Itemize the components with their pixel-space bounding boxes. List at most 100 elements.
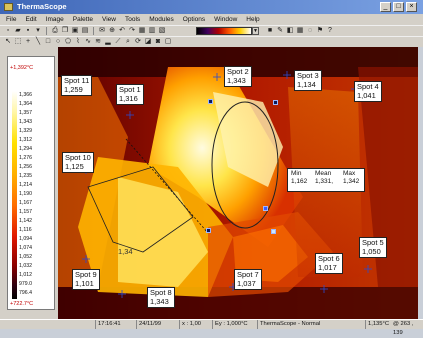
scale-tick: 1,012 [19,272,32,278]
sync-icon[interactable]: ⟳ [135,38,141,45]
status-date: 24/11/99 [136,320,178,329]
scale-tick: 1,364 [19,101,32,107]
menu-tools[interactable]: Tools [125,16,141,23]
menu-modules[interactable]: Modules [149,16,174,23]
scale-tick: 1,214 [19,182,32,188]
zoom-tool-icon[interactable]: ⌕ [126,38,130,45]
scale-tick: 1,142 [19,218,32,224]
chart-icon[interactable]: ▥ [148,27,156,34]
palette-ring-icon[interactable]: ◌ [307,26,313,34]
scale-tick: 1,294 [19,146,32,152]
selection-handle[interactable] [263,206,268,211]
status-time: 17:16:41 [95,320,135,329]
line-value-label: 1,34 [118,247,133,256]
menu-palette[interactable]: Palette [72,16,94,23]
dropdown-arrow-icon[interactable]: ▾ [36,27,40,34]
spot-label-4[interactable]: Spot 4 1,041 [354,81,382,102]
scale-tick: 1,256 [19,164,32,170]
panel-icon[interactable]: ▧ [158,27,166,34]
status-zoom: x : 1,00 [179,320,211,329]
menu-window[interactable]: Window [214,16,238,23]
copy-icon[interactable]: ❐ [61,27,69,34]
overlay-icon[interactable]: ◪ [144,38,152,45]
grid-icon[interactable]: ▦ [138,27,146,34]
spot-label-5[interactable]: Spot 5 1,050 [359,237,387,258]
menu-file[interactable]: File [6,16,17,23]
spot-label-11[interactable]: Spot 11 1,259 [61,75,93,96]
status-cursor-temp: 1,135°C [365,320,393,329]
image-icon[interactable]: ▤ [81,27,89,34]
scale-tick: 1,329 [19,128,32,134]
status-cursor-position: @ 263 , 139 [393,321,414,336]
undo-icon[interactable]: ↶ [119,27,125,34]
menu-options[interactable]: Options [182,16,206,23]
selection-handle[interactable] [206,228,211,233]
clipboard-icon[interactable]: ▢ [164,38,172,45]
menu-help[interactable]: Help [246,16,260,23]
snapshot-icon[interactable]: ◙ [155,38,161,45]
region-stats-box[interactable]: Min 1,162 Mean 1,331, Max 1,342 [287,168,365,192]
measurement-line[interactable] [125,138,209,234]
pointer-icon[interactable]: ↖ [5,38,11,45]
palette-dropdown-icon[interactable]: ▼ [252,27,259,35]
scale-tick: 1,357 [19,110,32,116]
spot-label-2[interactable]: Spot 2 1,343 [224,66,252,87]
menu-image[interactable]: Image [45,16,64,23]
palette-selector[interactable] [196,27,252,35]
spot-tool-icon[interactable]: + [25,38,31,45]
ellipse-tool-icon[interactable]: ○ [55,38,61,45]
open-folder-icon[interactable]: ▰ [15,27,21,34]
status-bar: 17:16:41 24/11/99 x : 1,00 Ey : 1,000°C … [0,319,423,336]
temperature-scale: +1,392°C 1,366 1,364 1,357 1,343 1,329 1… [7,56,55,310]
polygon-tool-icon[interactable]: ⬠ [64,38,72,45]
thermal-image-view[interactable]: 1,34 Spot 11 1,259 Spot 1 1,316 Spot 2 1,34… [58,47,418,319]
spot-label-9[interactable]: Spot 9 1,101 [72,269,100,290]
window-title: ThermaScope [17,2,67,11]
mail-icon[interactable]: ✉ [99,27,105,34]
spot-label-1[interactable]: Spot 1 1,316 [116,84,144,105]
menu-view[interactable]: View [102,16,116,23]
selection-handle[interactable] [208,99,213,104]
drawing-toolbar: ↖ ⬚ + ╲ □ ○ ⬠ ⌇ ∿ ≋ ▂ ⟋ ⌕ ⟳ ◪ ◙ ▢ [0,36,423,47]
grid-toggle-icon[interactable]: ▦ [296,26,304,34]
histogram-icon[interactable]: ▂ [105,38,111,45]
stats-min-value: 1,162 [291,178,308,185]
spot-label-3[interactable]: Spot 3 1,134 [294,70,322,91]
close-button[interactable]: × [406,2,417,12]
window-controls: _ □ × [380,2,417,12]
new-file-icon[interactable]: ▫ [6,27,10,34]
help-cursor-icon[interactable]: ? [328,26,332,34]
selection-handle[interactable] [273,100,278,105]
flag-icon[interactable]: ⚑ [316,26,324,34]
save-icon[interactable]: ▪ [26,27,30,34]
zoom-in-icon[interactable]: ⊕ [109,27,115,34]
freehand-tool-icon[interactable]: ∿ [85,38,91,45]
edit-palette-icon[interactable]: ✎ [277,26,283,34]
rectangle-tool-icon[interactable]: □ [45,38,51,45]
select-region-icon[interactable]: ⬚ [14,38,22,45]
scale-tick: 1,343 [19,119,32,125]
redo-icon[interactable]: ↷ [129,27,135,34]
scale-tick: 1,235 [19,173,32,179]
polyline-tool-icon[interactable]: ⌇ [76,38,80,45]
selection-handle[interactable] [271,229,276,234]
maximize-button[interactable]: □ [393,2,404,12]
color-swatch-icon[interactable]: ■ [267,26,273,34]
minimize-button[interactable]: _ [380,2,391,12]
measurement-polygon[interactable] [87,166,194,253]
spot-label-7[interactable]: Spot 7 1,037 [234,269,262,290]
spot-label-6[interactable]: Spot 6 1,017 [315,253,343,274]
print-icon[interactable]: ⎙ [52,27,58,34]
paste-icon[interactable]: ▣ [71,27,79,34]
profile-icon[interactable]: ⟋ [115,38,121,45]
line-tool-icon[interactable]: ╲ [35,38,41,45]
menu-edit[interactable]: Edit [25,16,37,23]
spot-label-8[interactable]: Spot 8 1,343 [147,287,175,308]
isotherm-icon[interactable]: ≋ [95,38,101,45]
measurement-ellipse[interactable] [211,101,279,229]
scale-tick: 1,052 [19,254,32,260]
color-scale-bar[interactable] [12,91,17,299]
invert-icon[interactable]: ◧ [286,26,294,34]
scale-tick: 1,032 [19,263,32,269]
spot-label-10[interactable]: Spot 10 1,125 [62,152,94,173]
